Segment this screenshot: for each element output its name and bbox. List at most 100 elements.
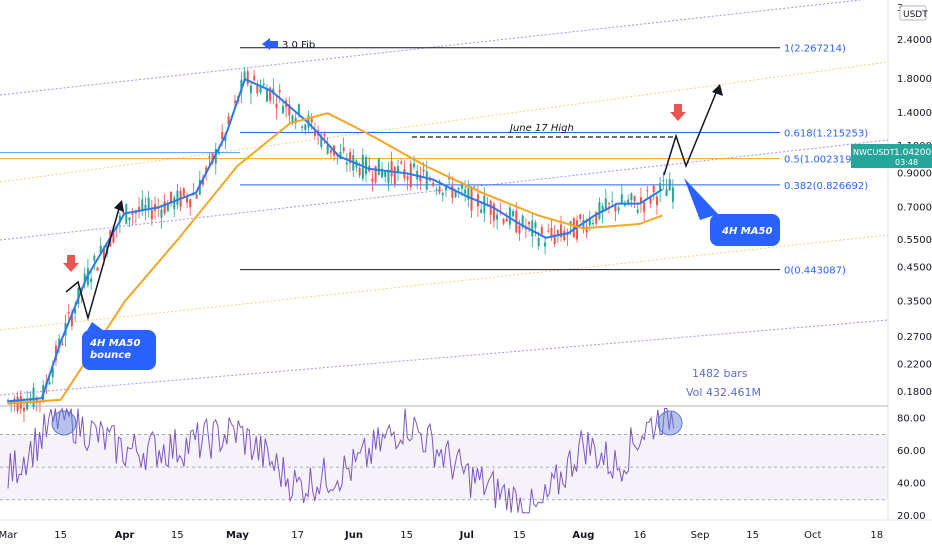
candle-body xyxy=(195,193,198,199)
candle-body xyxy=(454,191,457,197)
candle-body xyxy=(83,273,86,284)
time-tick-label: Apr xyxy=(115,530,135,541)
candle-body xyxy=(329,149,332,153)
time-tick-label: Jul xyxy=(459,530,474,541)
price-tick-label: 0.220000 xyxy=(897,360,932,371)
candle-body xyxy=(202,178,205,185)
currency-badge[interactable] xyxy=(899,5,927,21)
candle-body xyxy=(655,196,658,206)
red-arrow-marker xyxy=(670,104,686,121)
time-tick-label: Jun xyxy=(344,530,363,541)
price-axis-panel xyxy=(888,0,932,550)
candle-body xyxy=(96,267,99,271)
candle-body xyxy=(659,183,662,192)
candle-body xyxy=(342,147,345,152)
candle-body xyxy=(432,183,435,186)
candle-body xyxy=(572,218,575,238)
time-tick-label: Mar xyxy=(0,530,18,541)
candle-body xyxy=(502,219,505,224)
candle-body xyxy=(671,187,674,202)
candle-body xyxy=(467,188,470,200)
candle-body xyxy=(182,188,185,196)
candle-body xyxy=(150,210,153,220)
projection-arrowhead-right xyxy=(712,84,723,96)
candle-body xyxy=(173,197,176,210)
candle-body xyxy=(585,226,588,233)
candle-body xyxy=(288,104,291,116)
candle-body xyxy=(607,202,610,204)
candle-body xyxy=(249,85,252,94)
candle-body xyxy=(464,189,467,194)
candle-body xyxy=(646,190,649,192)
price-tick-label: 0.450000 xyxy=(897,262,932,273)
candle-body xyxy=(265,89,268,102)
time-tick-label: Aug xyxy=(572,530,594,541)
price-tick-label: 0.270000 xyxy=(897,332,932,343)
candle-body xyxy=(614,204,617,212)
candle-body xyxy=(595,211,598,224)
channel-orange-bottom xyxy=(0,234,889,331)
candle-body xyxy=(639,197,642,204)
candle-body xyxy=(534,222,537,229)
candle-body xyxy=(374,165,377,183)
candle-body xyxy=(147,197,150,209)
candle-body xyxy=(457,188,460,190)
candle-body xyxy=(304,124,307,131)
time-tick-label: 18 xyxy=(870,530,883,541)
candle-body xyxy=(451,185,454,199)
candle-body xyxy=(435,189,438,191)
candle-body xyxy=(246,71,249,85)
candle-body xyxy=(118,215,121,223)
candle-body xyxy=(390,160,393,177)
candle-body xyxy=(444,185,447,191)
candle-body xyxy=(320,137,323,147)
fib-level-label: 0.618(1.215253) xyxy=(784,128,868,139)
candle-body xyxy=(531,220,534,237)
candle-body xyxy=(668,179,671,191)
candle-body xyxy=(358,167,361,176)
candle-body xyxy=(35,397,38,403)
candle-body xyxy=(428,179,431,181)
ma-label-callout: 4H MA50 xyxy=(684,178,780,246)
candle-body xyxy=(166,203,169,212)
candle-body xyxy=(387,169,390,184)
candle-body xyxy=(211,153,214,163)
candle-body xyxy=(259,85,262,93)
price-tick-label: 1.800000 xyxy=(897,74,932,85)
candle-body xyxy=(652,185,655,193)
candle-body xyxy=(569,221,572,226)
price-tick-label: 1.400000 xyxy=(897,108,932,119)
candle-body xyxy=(339,152,342,159)
candle-body xyxy=(163,201,166,214)
candle-body xyxy=(441,192,444,196)
ma-bounce-text: 4H MA50 bounce xyxy=(89,338,144,361)
fib-arrow-text: 3.0 Fib xyxy=(282,40,315,51)
candle-body xyxy=(381,168,384,178)
projection-path-left xyxy=(65,204,121,321)
ma200-line xyxy=(7,112,663,405)
candle-body xyxy=(275,103,278,109)
candle-body xyxy=(521,215,524,228)
ma50-line xyxy=(7,77,663,403)
candle-body xyxy=(294,118,297,124)
candle-body xyxy=(138,206,141,211)
candle-body xyxy=(128,217,131,221)
candle-body xyxy=(58,338,61,349)
candle-body xyxy=(560,224,563,237)
candle-body xyxy=(221,131,224,139)
candle-body xyxy=(544,242,547,247)
candle-body xyxy=(537,237,540,247)
price-tick-label: 0.180000 xyxy=(897,387,932,398)
channel-orange-top xyxy=(0,61,889,183)
ma-bounce-callout: 4H MA50 bounce xyxy=(82,322,156,370)
candle-body xyxy=(627,199,630,205)
candle-body xyxy=(93,255,96,261)
candle-body xyxy=(550,228,553,237)
price-tick-label: 0.900000 xyxy=(897,168,932,179)
candle-body xyxy=(208,156,211,158)
candle-body xyxy=(310,117,313,123)
candle-body xyxy=(604,198,607,211)
candle-body xyxy=(160,209,163,218)
